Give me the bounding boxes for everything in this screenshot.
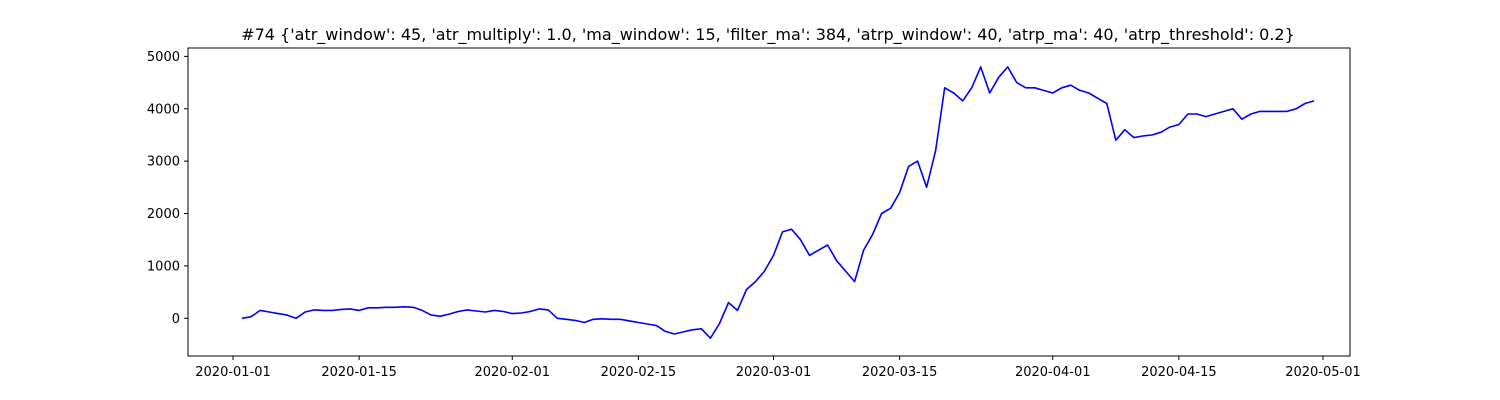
x-tick-label: 2020-04-15 [1141,365,1217,380]
y-tick-label: 0 [172,312,180,327]
y-tick-label: 5000 [147,50,180,65]
plot-area [241,66,1315,340]
axes: 2020-01-01 2020-01-15 2020-02-01 2020-02-15… [147,47,1361,380]
x-tick-label: 2020-03-15 [862,365,938,380]
x-tick-label: 2020-01-01 [195,365,271,380]
x-tick-label: 2020-01-15 [321,365,397,380]
x-tick-label: 2020-02-15 [601,365,677,380]
x-tick-label: 2020-02-01 [474,365,550,380]
x-tick-label: 2020-03-01 [736,365,812,380]
series-line-0 [241,66,1315,340]
chart-title: #74 {'atr_window': 45, 'atr_multiply': 1… [241,25,1295,45]
axes-frame [187,47,1351,357]
x-tick-label: 2020-04-01 [1015,365,1091,380]
y-tick-label: 3000 [147,155,180,170]
x-tick-label: 2020-05-01 [1285,365,1361,380]
y-tick-label: 1000 [147,259,180,274]
y-tick-label: 4000 [147,102,180,117]
y-tick-label: 2000 [147,207,180,222]
